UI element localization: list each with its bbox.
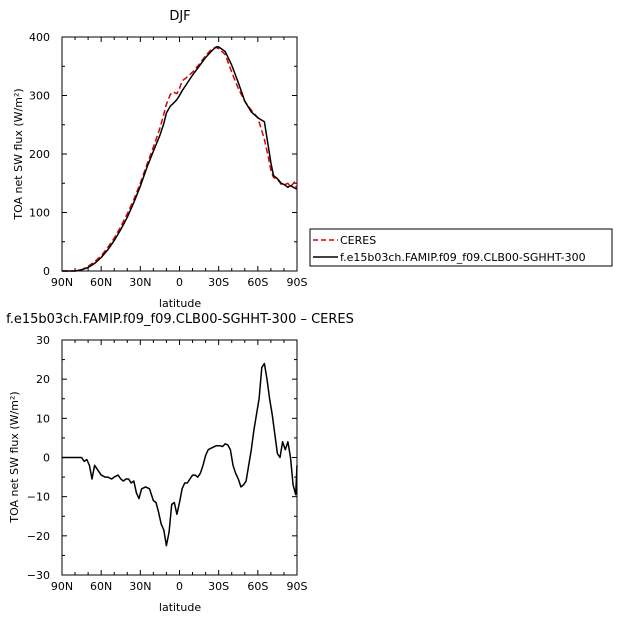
- bottom-y-tick-label: 20: [36, 373, 50, 386]
- top-series-line-ceres: [62, 46, 298, 272]
- top-x-tick-label: 60N: [90, 276, 112, 289]
- bottom-y-axis-title: TOA net SW flux (W/m²): [8, 391, 21, 523]
- legend-model-label: f.e15b03ch.FAMIP.f09_f09.CLB00-SGHHT-300: [340, 251, 586, 264]
- bottom-y-tick-label: −20: [27, 530, 50, 543]
- legend: CERES f.e15b03ch.FAMIP.f09_f09.CLB00-SGH…: [309, 228, 613, 267]
- bottom-y-tick-label: 30: [36, 334, 50, 347]
- top-series-line-model: [62, 46, 298, 272]
- top-x-tick-label: 60S: [247, 276, 268, 289]
- bottom-x-axis-title: latitude: [159, 601, 201, 614]
- top-y-tick-label: 200: [29, 148, 50, 161]
- bottom-chart-panel: f.e15b03ch.FAMIP.f09_f09.CLB00-SGHHT-300…: [6, 312, 354, 614]
- bottom-y-tick-label: −10: [27, 491, 50, 504]
- bottom-chart-title: f.e15b03ch.FAMIP.f09_f09.CLB00-SGHHT-300…: [6, 312, 354, 327]
- top-chart-title: DJF: [169, 9, 190, 24]
- top-y-tick-label: 300: [29, 90, 50, 103]
- bottom-x-tick-label: 0: [176, 580, 183, 593]
- top-x-tick-label: 0: [176, 276, 183, 289]
- legend-ceres-label: CERES: [340, 234, 376, 247]
- bottom-x-tick-label: 30N: [129, 580, 151, 593]
- bottom-x-tick-label: 90S: [287, 580, 308, 593]
- bottom-y-tick-label: 10: [36, 412, 50, 425]
- bottom-y-tick-label: −30: [27, 569, 50, 582]
- top-y-tick-label: 0: [43, 265, 50, 278]
- top-x-tick-label: 30N: [129, 276, 151, 289]
- top-y-tick-label: 400: [29, 31, 50, 44]
- bottom-x-tick-label: 30S: [208, 580, 229, 593]
- bottom-x-tick-label: 90N: [51, 580, 73, 593]
- top-x-tick-label: 90S: [287, 276, 308, 289]
- top-y-tick-label: 100: [29, 207, 50, 220]
- bottom-x-tick-label: 60N: [90, 580, 112, 593]
- top-x-tick-label: 30S: [208, 276, 229, 289]
- bottom-y-tick-label: 0: [43, 452, 50, 465]
- bottom-x-tick-label: 60S: [247, 580, 268, 593]
- legend-box: [309, 228, 613, 267]
- top-y-axis-title: TOA net SW flux (W/m²): [12, 88, 25, 220]
- bottom-series-line-diff: [62, 362, 298, 547]
- top-plot-frame: [61, 36, 298, 272]
- top-x-tick-label: 90N: [51, 276, 73, 289]
- top-x-axis-title: latitude: [159, 297, 201, 310]
- top-chart-panel: DJF 90N 60N 30N 0 30S 60S 90S 0 100 200 300 400 lat…: [12, 9, 308, 310]
